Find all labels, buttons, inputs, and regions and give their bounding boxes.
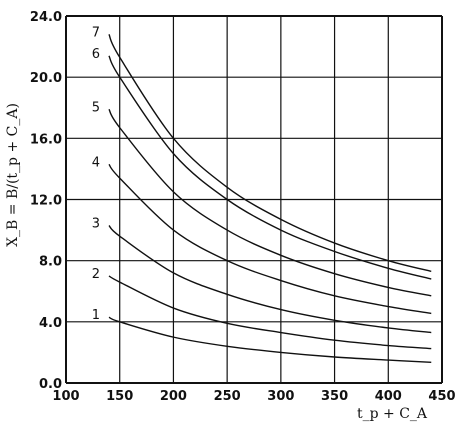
y-tick-label: 4.0	[39, 316, 62, 331]
curve-label-1: 1	[92, 308, 100, 323]
curve-label-7: 7	[92, 25, 100, 40]
x-tick-label: 450	[428, 389, 455, 404]
grid	[65, 15, 443, 384]
curve-label-6: 6	[92, 47, 100, 62]
curves	[108, 34, 432, 364]
x-tick-label: 200	[160, 389, 187, 404]
y-tick-labels: 0.0 4.0 8.0 12.0 16.0 20.0 24.0	[30, 10, 62, 392]
x-tick-label: 400	[375, 389, 402, 404]
curve-5	[108, 108, 432, 297]
curve-label-4: 4	[92, 155, 100, 170]
curve-label-2: 2	[92, 267, 100, 282]
y-tick-label: 20.0	[30, 71, 62, 86]
curve-label-5: 5	[92, 100, 100, 115]
y-tick-label: 8.0	[39, 255, 62, 270]
x-tick-label: 350	[321, 389, 348, 404]
x-tick-label: 250	[214, 389, 241, 404]
y-axis-title: X_B = B/(t_p + C_A)	[5, 103, 21, 247]
curve-1	[108, 316, 432, 364]
y-tick-label: 16.0	[30, 132, 62, 147]
curve-label-3: 3	[92, 216, 100, 231]
x-tick-label: 100	[52, 389, 79, 404]
curve-4	[108, 163, 432, 315]
curve-7	[108, 34, 432, 273]
x-tick-label: 150	[106, 389, 133, 404]
y-tick-label: 0.0	[39, 377, 62, 392]
curve-2	[108, 275, 432, 350]
curve-3	[108, 225, 432, 334]
x-tick-label: 300	[267, 389, 294, 404]
x-axis-title: t_p + C_A	[357, 406, 428, 422]
x-tick-labels: 100 150 200 250 300 350 400 450	[52, 389, 455, 404]
y-tick-label: 12.0	[30, 194, 62, 209]
y-tick-label: 24.0	[30, 10, 62, 25]
curve-labels: 1 2 3 4 5 6 7	[92, 25, 100, 323]
curve-6	[108, 55, 432, 280]
